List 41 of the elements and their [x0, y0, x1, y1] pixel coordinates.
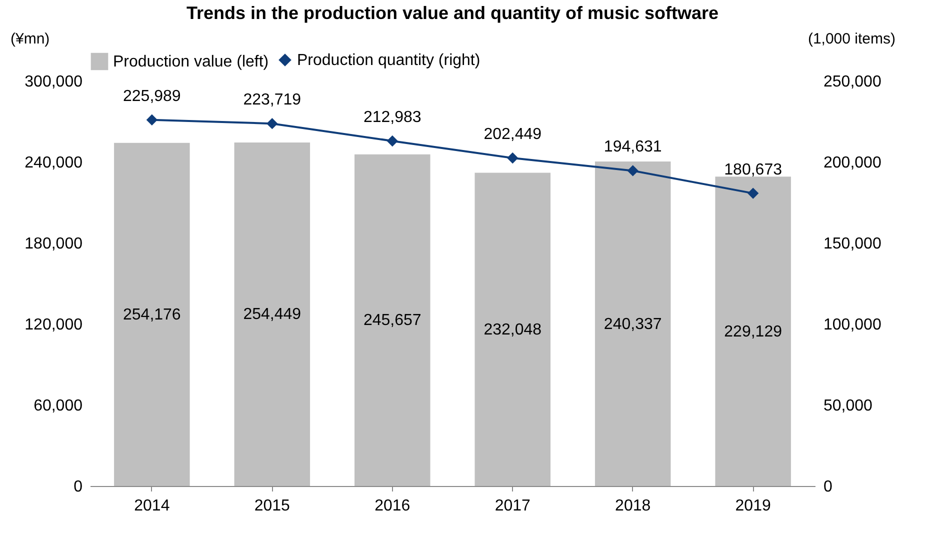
- point: [146, 114, 158, 126]
- y-tick-label: 0: [74, 478, 83, 496]
- point: [628, 166, 638, 176]
- data-label: 245,657: [363, 312, 422, 330]
- point: [266, 118, 278, 129]
- data-label: 180,673: [724, 161, 782, 178]
- y2-tick-label: 150,000: [824, 236, 882, 252]
- data-label: 194,631: [604, 138, 662, 156]
- point: [748, 188, 758, 198]
- point: [387, 136, 398, 146]
- data-label: 212,983: [363, 108, 422, 126]
- legend-label: Production quantity (right): [297, 52, 480, 69]
- y2-tick-label: 100,000: [824, 316, 882, 334]
- y-axis-title: (¥mn): [10, 30, 50, 48]
- chart-title: Trends in the production value and quantity of music software: [186, 3, 719, 23]
- x-tick-label: 2014: [134, 498, 170, 514]
- y2-tick-label: 0: [824, 478, 832, 496]
- point: [507, 152, 518, 164]
- data-label: 240,337: [604, 316, 662, 333]
- x-tick-label: 2016: [374, 498, 410, 514]
- y2-tick-label: 250,000: [824, 74, 882, 90]
- x-tick-label: 2019: [735, 498, 771, 514]
- data-label: 254,176: [123, 306, 181, 324]
- y-tick-label: 300,000: [24, 74, 83, 90]
- legend-label: Production value (left): [113, 54, 269, 70]
- data-label: 232,048: [484, 321, 542, 338]
- y-tick-label: 120,000: [24, 316, 83, 334]
- data-label: 225,989: [123, 88, 181, 105]
- data-label: 202,449: [484, 126, 542, 144]
- y2-axis-title: (1,000 items): [808, 30, 896, 48]
- x-tick-label: 2015: [254, 498, 290, 514]
- y2-tick-label: 50,000: [824, 398, 873, 414]
- data-label: 223,719: [243, 92, 302, 109]
- data-label: 229,129: [724, 323, 782, 340]
- y-tick-label: 60,000: [34, 398, 83, 414]
- y-tick-label: 180,000: [24, 236, 83, 252]
- y2-tick-label: 200,000: [824, 154, 882, 172]
- data-label: 254,449: [243, 306, 302, 324]
- y-tick-label: 240,000: [24, 154, 83, 172]
- x-tick-label: 2018: [615, 498, 651, 514]
- x-tick-label: 2017: [494, 498, 531, 514]
